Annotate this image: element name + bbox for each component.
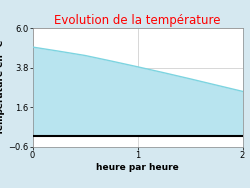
Y-axis label: Température en °C: Température en °C — [0, 40, 5, 135]
Title: Evolution de la température: Evolution de la température — [54, 14, 221, 27]
X-axis label: heure par heure: heure par heure — [96, 163, 179, 172]
